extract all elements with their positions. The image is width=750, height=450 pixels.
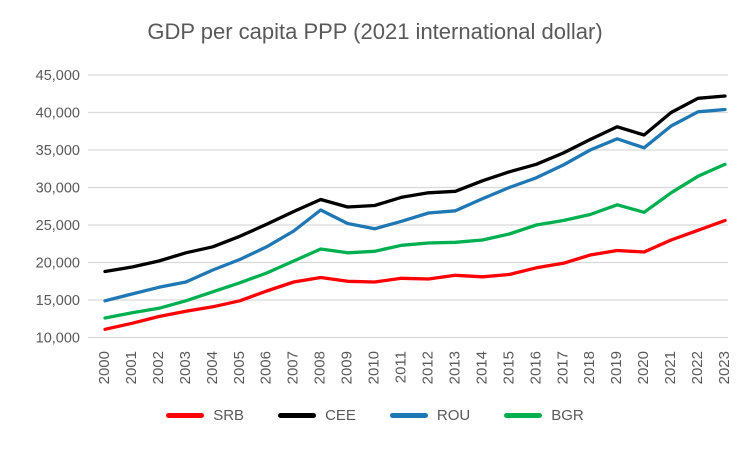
- legend-label: ROU: [436, 407, 471, 424]
- legend-item-ROU: ROU: [389, 407, 471, 424]
- y-tick-label: 45,000: [36, 68, 80, 84]
- x-tick-label: 2006: [258, 351, 275, 384]
- legend-swatch-SRB: [166, 413, 205, 418]
- legend-label: CEE: [325, 407, 356, 424]
- x-tick-label: 2007: [285, 351, 302, 384]
- x-tick-label: 2017: [554, 351, 571, 384]
- y-axis-labels: 10,000 15,000 20,000 25,000 30,000 35,000 40,0…: [36, 68, 80, 347]
- series-line-CEE: [103, 94, 727, 274]
- chart-title: GDP per capita PPP (2021 international d…: [147, 19, 603, 44]
- legend-swatch-CEE: [278, 413, 317, 418]
- x-tick-label: 2003: [177, 351, 194, 384]
- legend: SRB CEE ROU BGR: [0, 407, 750, 424]
- legend-label: BGR: [551, 407, 584, 424]
- series-line-BGR: [103, 162, 727, 320]
- y-tick-label: 30,000: [36, 181, 80, 197]
- legend-item-CEE: CEE: [278, 407, 356, 424]
- x-tick-label: 2011: [393, 351, 410, 383]
- x-tick-label: 2005: [231, 351, 248, 384]
- y-tick-label: 35,000: [36, 143, 80, 159]
- y-tick-label: 20,000: [36, 256, 80, 272]
- y-tick-label: 40,000: [36, 106, 80, 122]
- y-tick-label: 10,000: [36, 331, 80, 347]
- y-tick-label: 25,000: [36, 218, 80, 234]
- legend-item-BGR: BGR: [504, 407, 584, 424]
- x-axis-labels: 2000 2001 2002 2003 2004 2005 2006 2007 2008 2009…: [96, 351, 733, 384]
- legend-swatch-ROU: [389, 413, 428, 418]
- x-tick-label: 2021: [662, 351, 679, 384]
- x-tick-label: 2016: [527, 351, 544, 384]
- x-tick-label: 2014: [473, 351, 490, 384]
- x-tick-label: 2023: [716, 351, 733, 384]
- x-tick-label: 2012: [419, 351, 436, 384]
- x-tick-label: 2019: [608, 351, 625, 384]
- series-line-ROU: [103, 107, 727, 303]
- x-tick-label: 2022: [689, 351, 706, 384]
- x-tick-label: 2009: [339, 351, 356, 384]
- x-tick-label: 2020: [635, 351, 652, 384]
- x-tick-label: 2015: [500, 351, 517, 384]
- x-tick-label: 2004: [204, 351, 221, 384]
- gridlines: [88, 74, 728, 339]
- x-tick-label: 2013: [446, 351, 463, 384]
- x-tick-label: 2001: [123, 351, 140, 384]
- x-tick-label: 2002: [150, 351, 167, 384]
- legend-swatch-BGR: [504, 413, 543, 418]
- x-tick-label: 2018: [581, 351, 598, 384]
- x-tick-label: 2010: [366, 351, 383, 384]
- x-tick-label: 2000: [96, 351, 113, 384]
- x-tick-label: 2008: [312, 351, 329, 384]
- legend-item-SRB: SRB: [166, 407, 244, 424]
- y-tick-label: 15,000: [36, 293, 80, 309]
- legend-label: SRB: [213, 407, 245, 424]
- series-line-SRB: [103, 218, 727, 331]
